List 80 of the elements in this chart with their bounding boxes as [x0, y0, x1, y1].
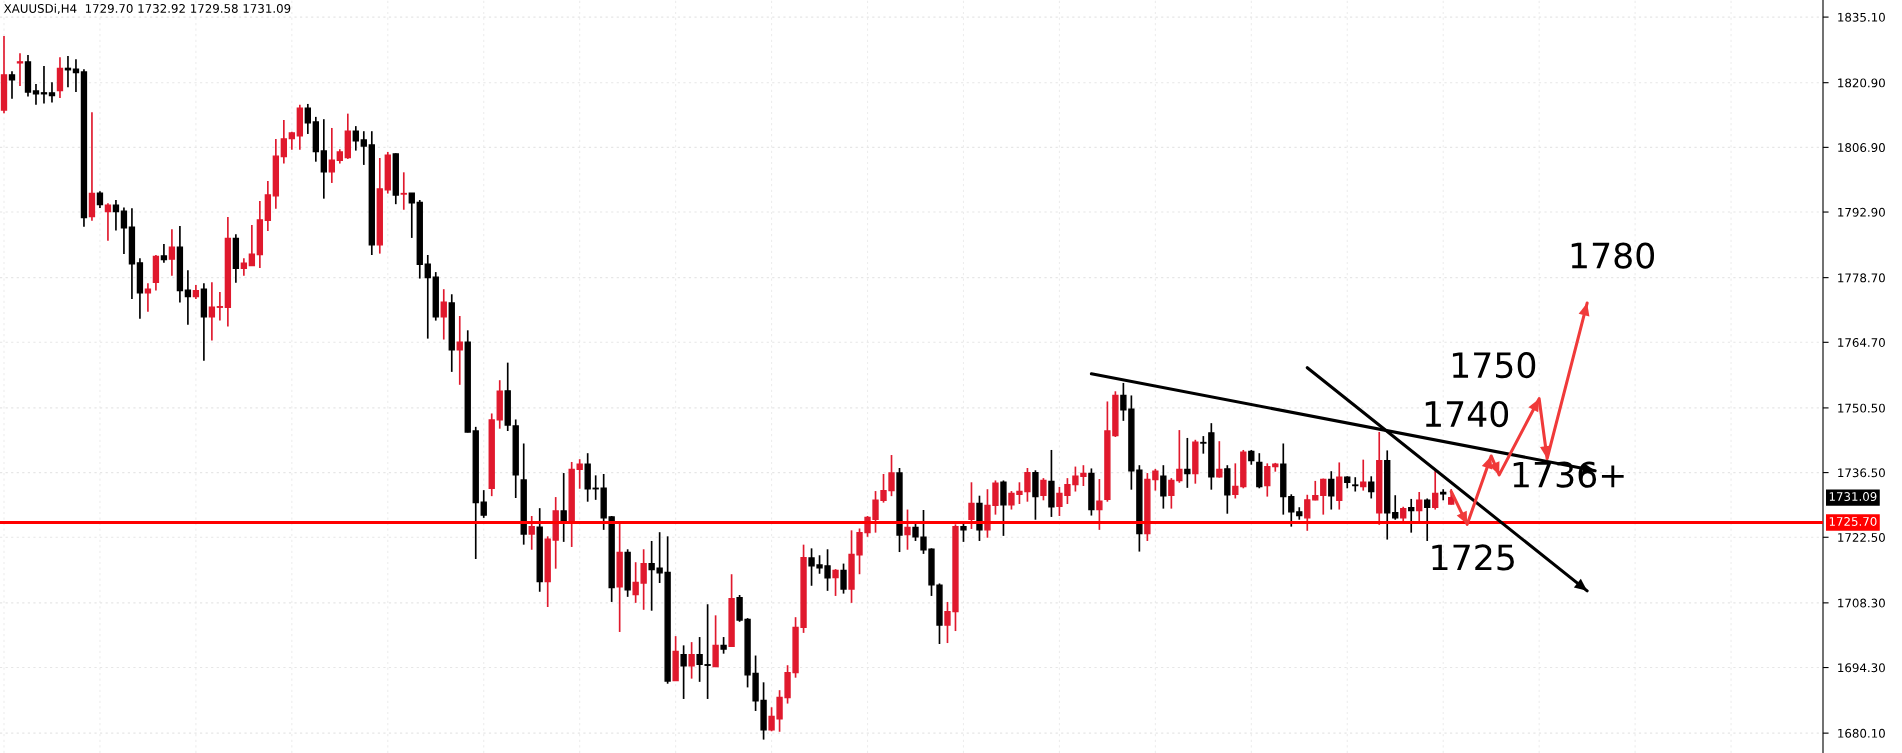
y-tick-label: 1694.30 [1838, 663, 1885, 673]
candlestick [120, 206, 128, 255]
candlestick [56, 56, 64, 99]
candlestick [680, 644, 687, 700]
annotation: 1725 [1432, 544, 1514, 571]
candlestick [400, 171, 407, 211]
candlestick [88, 111, 96, 222]
candlestick [576, 458, 583, 490]
annotation: 1750 [1452, 351, 1536, 379]
y-tick-label: 1835.10 [1838, 12, 1885, 22]
candlestick [40, 65, 48, 105]
candlestick [48, 81, 56, 104]
candlestick [1000, 479, 1007, 537]
candlestick [1288, 493, 1295, 528]
candlestick [1264, 462, 1271, 498]
candlestick [1360, 458, 1367, 492]
y-tick-label: 1764.70 [1838, 338, 1885, 347]
candlestick [904, 508, 911, 551]
candlestick [8, 70, 16, 100]
candlestick [304, 103, 312, 135]
candlestick [712, 614, 719, 668]
y-tick-label: 1806.90 [1838, 143, 1885, 153]
candlestick [840, 562, 847, 595]
candlestick [168, 228, 176, 277]
candlestick [528, 515, 535, 551]
candlestick [1304, 493, 1311, 532]
candlestick [160, 243, 168, 264]
candlestick [1368, 475, 1375, 500]
candlestick [144, 282, 152, 313]
candlestick [440, 288, 447, 341]
candlestick [968, 481, 975, 530]
candlestick [1216, 440, 1223, 479]
annotation: 1780 [1571, 242, 1655, 269]
y-tick-label: 1792.90 [1838, 207, 1885, 217]
candlestick [1328, 470, 1335, 511]
candlestick [1392, 494, 1399, 521]
candlestick [16, 52, 24, 87]
candlestick [1336, 461, 1343, 511]
candlestick [1416, 491, 1423, 524]
candlestick [1232, 462, 1239, 500]
candlestick [104, 202, 112, 242]
candlestick [688, 641, 695, 680]
y-tick-label: 1680.10 [1838, 728, 1885, 738]
candlestick [208, 281, 216, 342]
candlestick [1352, 476, 1359, 493]
candlestick [912, 521, 919, 542]
y-tick-label: 1820.90 [1838, 78, 1885, 88]
candlestick [832, 568, 839, 597]
y-tick-label: 1778.70 [1838, 273, 1885, 283]
candlestick [328, 127, 335, 184]
candlestick [1320, 477, 1327, 516]
chart-title: XAUUSDi,H4 1729.70 1732.92 1729.58 1731.09 [4, 3, 291, 15]
candlestick [184, 269, 192, 326]
candlestick [32, 83, 40, 106]
candlestick [424, 254, 431, 340]
candlestick [112, 199, 120, 232]
candlestick [352, 125, 359, 152]
candlestick [480, 489, 487, 519]
candlestick [1408, 498, 1415, 534]
ref-line-label: 1725.70 [1829, 516, 1877, 526]
candlestick [216, 291, 224, 322]
candlestick [320, 118, 327, 200]
candlestick [408, 192, 415, 239]
candlestick [360, 130, 367, 166]
candlestick [1096, 478, 1103, 531]
candlestick [960, 522, 967, 543]
candlestick [1184, 437, 1191, 489]
candlestick [1432, 469, 1439, 511]
candlestick [1312, 480, 1319, 502]
text: 1731.09 [1829, 492, 1877, 502]
y-tick-label: 1750.50 [1838, 403, 1885, 413]
candlestick [1160, 464, 1167, 510]
candlestick [248, 224, 256, 267]
annotation: 1740 [1425, 400, 1509, 428]
y-tick-label: 1722.50 [1838, 532, 1885, 542]
y-tick-label: 1708.30 [1838, 598, 1885, 608]
candlestick [280, 119, 288, 165]
candlestick [1424, 497, 1431, 542]
y-tick-label: 1736.50 [1838, 468, 1885, 478]
candlestick [1040, 477, 1047, 502]
